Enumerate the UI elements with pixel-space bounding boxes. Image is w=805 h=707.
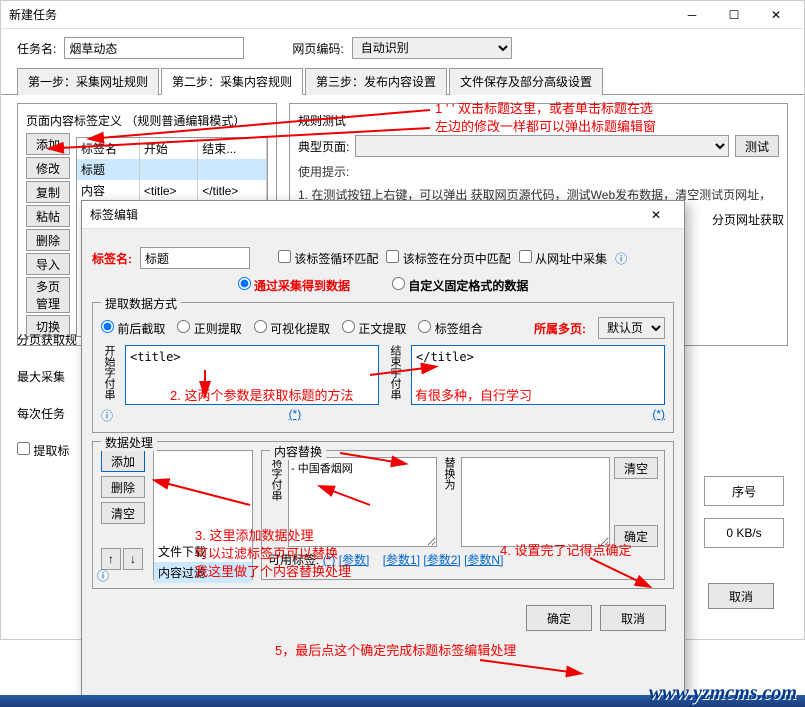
copy-button[interactable]: 复制 (26, 181, 70, 203)
start-code-box[interactable]: <title> (125, 345, 379, 405)
content-replace-box: 内容替换 将字付串 替换为 清空 确定 可用标签: (*) (261, 450, 665, 580)
maximize-icon[interactable]: ☐ (714, 2, 754, 28)
list-item[interactable]: 内容过滤 (154, 562, 252, 583)
tag-name-label: 标签名: (92, 250, 132, 267)
edit-button[interactable]: 修改 (26, 157, 70, 179)
tab-step1[interactable]: 第一步：采集网址规则 (17, 68, 159, 95)
rule-test-label: 规则测试 (298, 112, 779, 129)
extract-check-label: 提取标 (33, 444, 69, 458)
task-name-label: 任务名: (17, 40, 56, 57)
style-link-2[interactable]: (*) (652, 407, 665, 424)
close-icon[interactable]: ✕ (756, 2, 796, 28)
avail-tag-1[interactable]: (*) (323, 553, 336, 567)
loop-match-checkbox[interactable] (278, 250, 291, 263)
table-row[interactable]: 标题 (77, 159, 267, 180)
content-replace-label: 内容替换 (270, 443, 326, 460)
avail-tag-3[interactable]: [参数1] (383, 553, 420, 567)
extract-checkbox[interactable] (17, 442, 30, 455)
extract-method-label: 提取数据方式 (101, 295, 181, 312)
paste-button[interactable]: 粘帖 (26, 205, 70, 227)
help-icon[interactable]: ⓘ (615, 250, 627, 267)
belong-page-select[interactable]: 默认页 (598, 317, 665, 339)
proc-clear-button[interactable]: 清空 (101, 502, 145, 524)
help-icon[interactable]: ⓘ (101, 407, 113, 424)
data-proc-label: 数据处理 (101, 434, 157, 451)
multipage-button[interactable]: 多页 管理 (26, 277, 70, 313)
main-cancel-button[interactable]: 取消 (708, 583, 774, 609)
list-item[interactable]: 文件下载 (154, 541, 252, 562)
help-icon[interactable]: ⓘ (97, 567, 109, 584)
overlay-title-bar: 标签编辑 ✕ (82, 201, 684, 229)
custom-format-radio[interactable] (392, 277, 405, 290)
end-str-label: 结束字付串 (387, 345, 403, 405)
test-button[interactable]: 测试 (735, 135, 779, 157)
replace-from-label: 将字付串 (268, 457, 284, 547)
stats-speed: 0 KB/s (704, 518, 784, 548)
start-str-label: 开始字付串 (101, 345, 117, 405)
tag-edit-dialog: 标签编辑 ✕ 标签名: 该标签循环匹配 该标签在分页中匹配 从网址中采集 ⓘ 通… (81, 200, 685, 700)
proc-del-button[interactable]: 删除 (101, 476, 145, 498)
replace-confirm-button[interactable]: 确定 (614, 525, 658, 547)
typical-page-label: 典型页面: (298, 138, 349, 155)
max-collect-label: 最大采集 (17, 368, 77, 385)
belong-page-label: 所属多页: (534, 320, 586, 337)
col-end: 结束... (198, 138, 267, 159)
step-tabs: 第一步：采集网址规则 第二步：采集内容规则 第三步：发布内容设置 文件保存及部分… (1, 67, 804, 95)
m1-radio[interactable] (101, 320, 114, 333)
add-button[interactable]: 添加 (26, 133, 70, 155)
tab-step2[interactable]: 第二步：采集内容规则 (161, 68, 303, 95)
avail-tag-2[interactable]: [参数] (339, 553, 370, 567)
replace-to-input[interactable] (461, 457, 610, 547)
overlay-title: 标签编辑 (90, 206, 636, 223)
col-start: 开始 (139, 138, 197, 159)
each-task-label: 每次任务 (17, 405, 77, 422)
avail-tags-label: 可用标签: (268, 553, 319, 567)
avail-tag-5[interactable]: [参数N] (464, 553, 503, 567)
final-ok-button[interactable]: 确定 (526, 605, 592, 631)
watermark: www.yzmcms.com (649, 682, 797, 705)
tag-def-title: 页面内容标签定义 （规则普通编辑模式） (26, 112, 268, 129)
usage-hint-label: 使用提示: (298, 163, 779, 182)
final-cancel-button[interactable]: 取消 (600, 605, 666, 631)
data-proc-fieldset: 数据处理 添加 删除 清空 ↑ ↓ 文件下载 内容过滤 内容替 (92, 441, 674, 589)
table-row[interactable]: 内容<title></title> (77, 180, 267, 201)
m3-radio[interactable] (254, 320, 267, 333)
import-button[interactable]: 导入 (26, 253, 70, 275)
main-title-bar: 新建任务 ─ ☐ ✕ (1, 1, 804, 29)
tab-step3[interactable]: 第三步：发布内容设置 (305, 68, 447, 95)
move-down-button[interactable]: ↓ (123, 548, 143, 570)
m4-radio[interactable] (342, 320, 355, 333)
task-name-input[interactable] (64, 37, 244, 59)
replace-from-input[interactable] (288, 457, 437, 547)
overlay-close-icon[interactable]: ✕ (636, 202, 676, 228)
encoding-select[interactable]: 自动识别 (352, 37, 512, 59)
main-title: 新建任务 (9, 6, 672, 23)
m5-radio[interactable] (418, 320, 431, 333)
m2-radio[interactable] (177, 320, 190, 333)
stats-box: 序号 0 KB/s (704, 476, 784, 560)
tab-step4[interactable]: 文件保存及部分高级设置 (449, 68, 603, 95)
col-name: 标签名 (77, 138, 139, 159)
collect-data-radio[interactable] (238, 277, 251, 290)
page-match-checkbox[interactable] (386, 250, 399, 263)
from-url-checkbox[interactable] (519, 250, 532, 263)
replace-to-label: 替换为 (441, 457, 457, 547)
paging-url-label: 分页网址获取 (712, 211, 784, 228)
task-row: 任务名: 网页编码: 自动识别 (1, 29, 804, 67)
style-link-1[interactable]: (*) (289, 407, 302, 424)
encoding-label: 网页编码: (292, 40, 343, 57)
extract-method-fieldset: 提取数据方式 前后截取 正则提取 可视化提取 正文提取 标签组合 所属多页: 默… (92, 302, 674, 433)
end-code-box[interactable]: </title> (411, 345, 665, 405)
typical-page-select[interactable] (355, 135, 729, 157)
avail-tag-4[interactable]: [参数2] (423, 553, 460, 567)
minimize-icon[interactable]: ─ (672, 2, 712, 28)
replace-clear-button[interactable]: 清空 (614, 457, 658, 479)
paging-extract-label: 分页获取规 (17, 331, 77, 348)
delete-button[interactable]: 删除 (26, 229, 70, 251)
proc-add-button[interactable]: 添加 (101, 450, 145, 472)
tag-name-input[interactable] (140, 247, 250, 269)
stats-header: 序号 (704, 476, 784, 506)
proc-list[interactable]: 文件下载 内容过滤 (153, 450, 253, 580)
